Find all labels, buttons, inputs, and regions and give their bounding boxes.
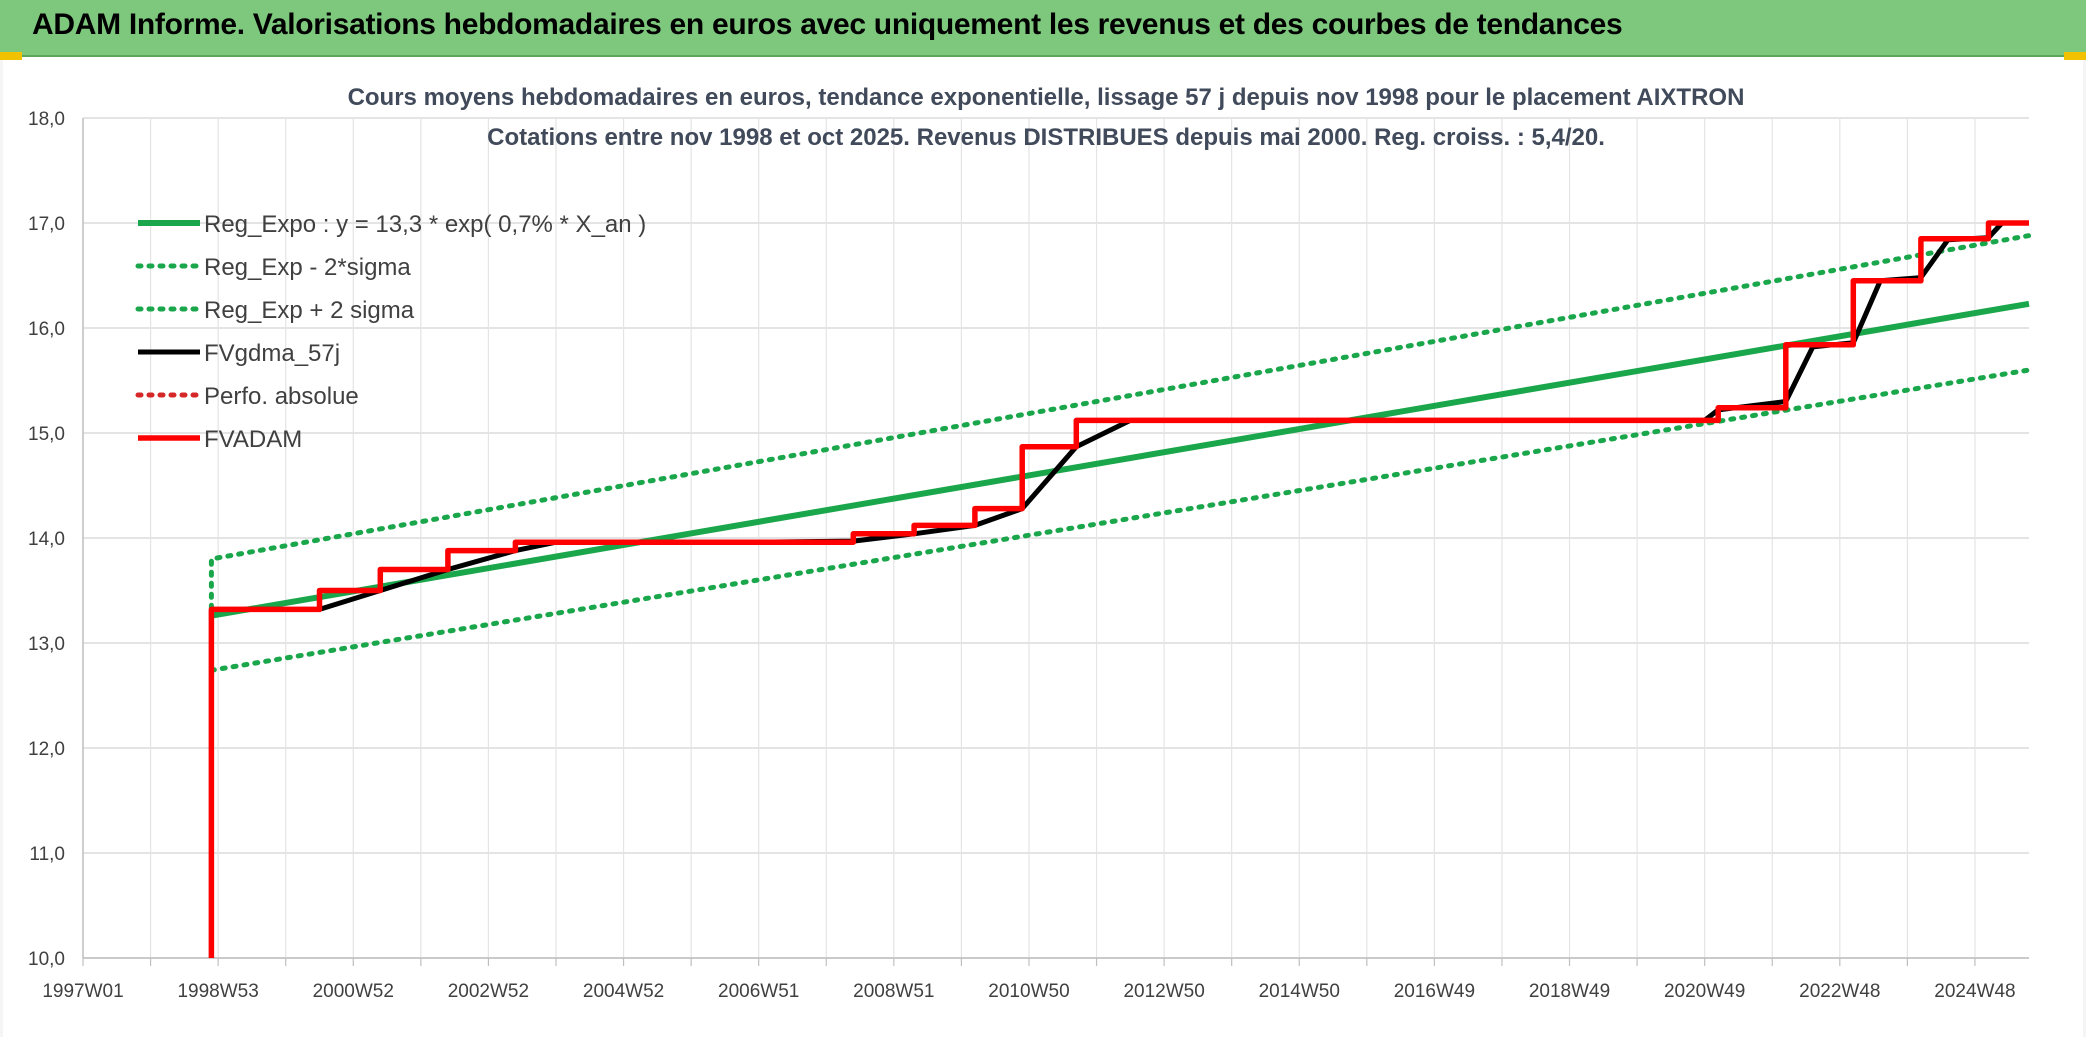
series-line-0 [210,300,2030,619]
legend-entry-label: Reg_Expo : y = 13,3 * exp( 0,7% * X_an ) [204,211,646,238]
legend-entry-label: Reg_Exp + 2 sigma [204,297,415,324]
corner-marker-left [0,52,22,60]
series-line-1 [208,367,2032,673]
y-tick-label: 17,0 [28,214,65,235]
x-tick-label: 2012W50 [1123,981,1204,1002]
series-line-2 [208,233,2032,611]
chart-subtitle: Cotations entre nov 1998 et oct 2025. Re… [487,124,1605,151]
corner-marker-right [2064,52,2086,60]
chart-panel: 10,0 11,0 12,0 13,0 14,0 15,0 16,0 17,0 18,0 1997… [0,60,2086,1037]
x-tick-label: 2016W49 [1394,981,1475,1002]
x-tick-label: 2020W49 [1664,981,1745,1002]
x-tick-label: 2024W48 [1934,981,2015,1002]
chart-titles: Cours moyens hebdomadaires en euros, ten… [348,84,1745,151]
series-line-3 [208,220,2029,958]
x-tick-label: 2022W48 [1799,981,1880,1002]
legend: Reg_Expo : y = 13,3 * exp( 0,7% * X_an )… [135,211,646,453]
x-tick-label: 1998W53 [177,981,258,1002]
page-title: ADAM Informe. Valorisations hebdomadaire… [32,8,1623,41]
axes: 10,0 11,0 12,0 13,0 14,0 15,0 16,0 17,0 18,0 1997… [28,109,2029,1002]
x-tick-label: 2014W50 [1259,981,1340,1002]
y-tick-label: 11,0 [29,844,65,865]
y-tick-label: 16,0 [28,319,65,340]
x-tick-label: 1997W01 [42,981,123,1002]
header-bar: ADAM Informe. Valorisations hebdomadaire… [0,0,2086,57]
y-tick-label: 18,0 [28,109,65,130]
chart-title: Cours moyens hebdomadaires en euros, ten… [348,84,1745,111]
x-tick-label: 2018W49 [1529,981,1610,1002]
legend-entry-label: Reg_Exp - 2*sigma [204,254,411,281]
line-chart: 10,0 11,0 12,0 13,0 14,0 15,0 16,0 17,0 18,0 1997… [28,84,2032,1002]
y-tick-label: 10,0 [28,949,65,970]
grid [82,117,2029,959]
x-tick-label: 2000W52 [313,981,394,1002]
x-tick-label: 2010W50 [988,981,1069,1002]
y-tick-label: 13,0 [28,634,65,655]
legend-entry-label: FVADAM [204,426,302,453]
y-tick-label: 14,0 [28,529,65,550]
legend-entry-label: Perfo. absolue [204,383,359,410]
x-tick-label: 2006W51 [718,981,799,1002]
y-tick-label: 12,0 [28,739,65,760]
series-line-5 [208,220,2029,958]
x-tick-label: 2004W52 [583,981,664,1002]
y-tick-label: 15,0 [28,424,65,445]
x-tick-label: 2002W52 [448,981,529,1002]
legend-entry-label: FVgdma_57j [204,340,340,367]
x-tick-label: 2008W51 [853,981,934,1002]
series-lines [208,220,2032,958]
